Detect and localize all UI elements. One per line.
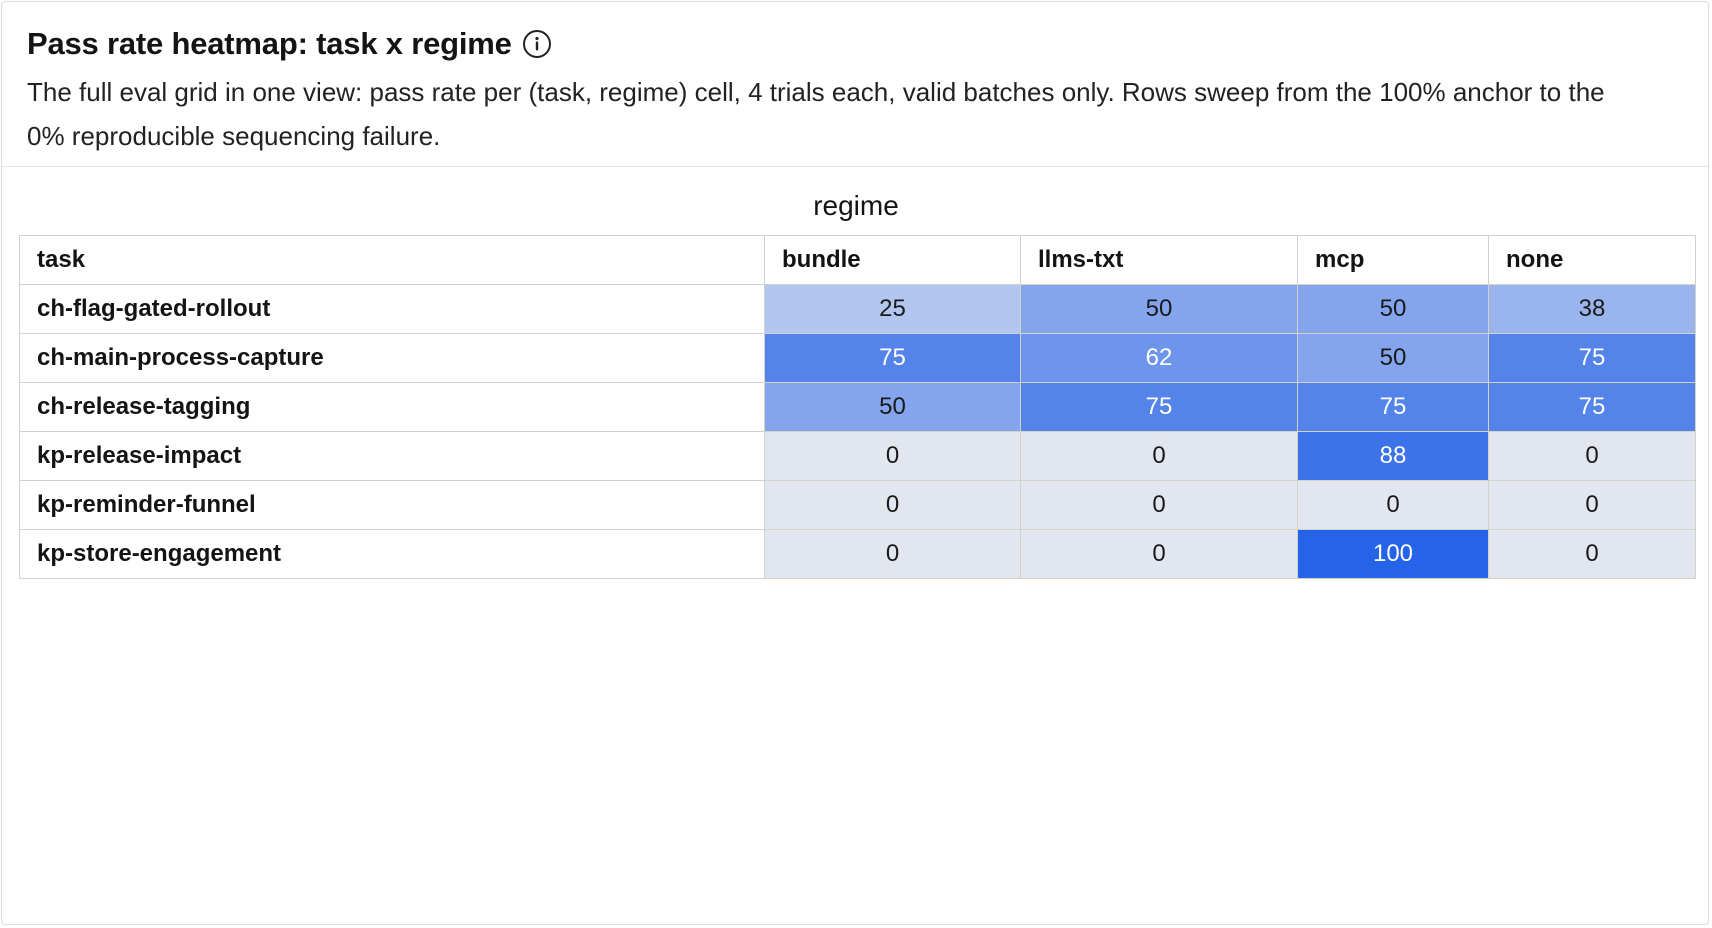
heatmap-cell-llms-txt: 0: [1020, 480, 1298, 530]
heatmap-cell-bundle: 50: [764, 382, 1021, 432]
task-label: ch-release-tagging: [19, 382, 765, 432]
table-row: ch-flag-gated-rollout 25 50 50 38: [19, 284, 1696, 334]
heatmap-cell-llms-txt: 50: [1020, 284, 1298, 334]
heatmap-cell-llms-txt: 0: [1020, 431, 1298, 481]
heatmap-cell-mcp: 88: [1297, 431, 1489, 481]
heatmap-cell-bundle: 0: [764, 480, 1021, 530]
heatmap-cell-none: 0: [1488, 431, 1696, 481]
page-title: Pass rate heatmap: task x regime: [27, 26, 512, 61]
heatmap-cell-none: 38: [1488, 284, 1696, 334]
heatmap-cell-llms-txt: 62: [1020, 333, 1298, 383]
column-header-none: none: [1488, 235, 1696, 285]
heatmap-cell-none: 75: [1488, 333, 1696, 383]
heatmap-cell-bundle: 0: [764, 529, 1021, 579]
heatmap-cell-mcp: 50: [1297, 333, 1489, 383]
column-header-llms-txt: llms-txt: [1020, 235, 1298, 285]
heatmap-cell-llms-txt: 75: [1020, 382, 1298, 432]
table-row: kp-store-engagement 0 0 100 0: [19, 529, 1696, 579]
heatmap-cell-llms-txt: 0: [1020, 529, 1298, 579]
header-row: task bundle llms-txt mcp none: [19, 235, 1696, 285]
column-axis-label: regime: [813, 190, 899, 221]
heatmap-cell-none: 0: [1488, 529, 1696, 579]
task-label: kp-store-engagement: [19, 529, 765, 579]
table-row: kp-reminder-funnel 0 0 0 0: [19, 480, 1696, 530]
table-row: kp-release-impact 0 0 88 0: [19, 431, 1696, 481]
heatmap-cell-mcp: 100: [1297, 529, 1489, 579]
column-header-mcp: mcp: [1297, 235, 1489, 285]
task-label: kp-release-impact: [19, 431, 765, 481]
heatmap-cell-bundle: 75: [764, 333, 1021, 383]
table-row: ch-main-process-capture 75 62 50 75: [19, 333, 1696, 383]
column-header-bundle: bundle: [764, 235, 1021, 285]
task-label: ch-main-process-capture: [19, 333, 765, 383]
heatmap-body: ch-flag-gated-rollout 25 50 50 38 ch-main-pro…: [19, 284, 1696, 579]
task-label: kp-reminder-funnel: [19, 480, 765, 530]
heatmap-table: task bundle llms-txt mcp none ch-flag-ga…: [19, 235, 1696, 579]
table-row: ch-release-tagging 50 75 75 75: [19, 382, 1696, 432]
info-icon[interactable]: [522, 29, 552, 59]
heatmap-cell-mcp: 50: [1297, 284, 1489, 334]
task-label: ch-flag-gated-rollout: [19, 284, 765, 334]
row-header-cell: task: [19, 235, 765, 285]
page-subtitle: The full eval grid in one view: pass rat…: [27, 77, 1605, 151]
title-row: Pass rate heatmap: task x regime: [27, 24, 1683, 64]
card-header: Pass rate heatmap: task x regime The ful…: [2, 2, 1708, 167]
heatmap-cell-none: 75: [1488, 382, 1696, 432]
heatmap-cell-bundle: 25: [764, 284, 1021, 334]
heatmap-cell-none: 0: [1488, 480, 1696, 530]
heatmap-table-wrap: task bundle llms-txt mcp none ch-flag-ga…: [19, 235, 1696, 579]
heatmap-cell-bundle: 0: [764, 431, 1021, 481]
heatmap-cell-mcp: 0: [1297, 480, 1489, 530]
heatmap-cell-mcp: 75: [1297, 382, 1489, 432]
